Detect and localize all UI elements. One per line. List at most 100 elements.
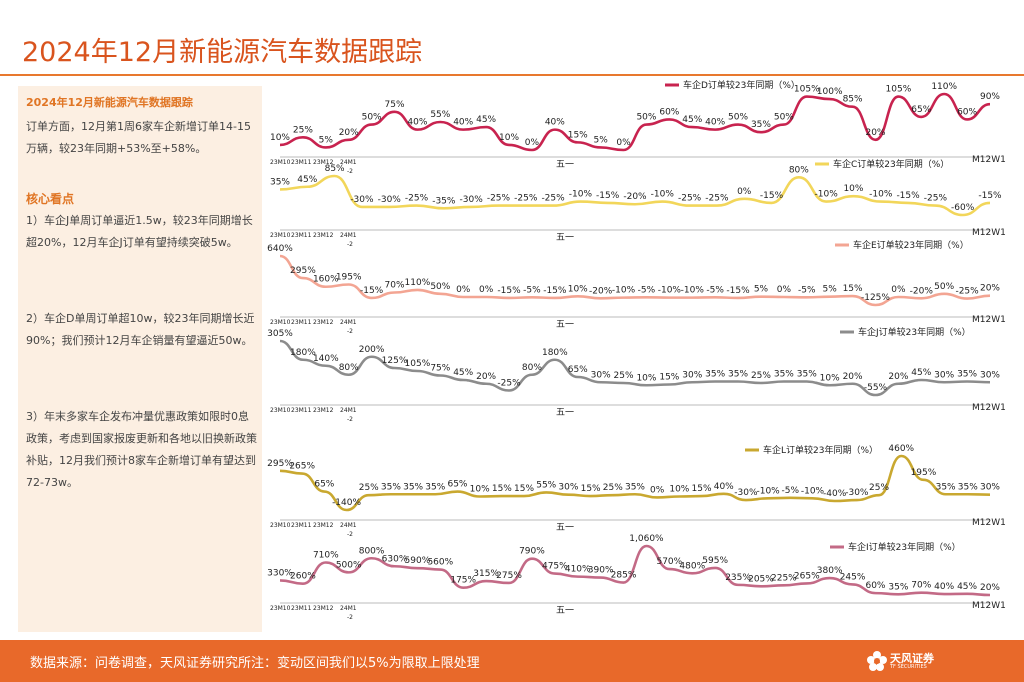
data-label: 205% — [748, 574, 774, 584]
x-tick-label: 23M11 — [291, 232, 312, 239]
data-label: 105% — [886, 85, 912, 95]
data-label: 80% — [789, 165, 809, 175]
data-label: 35% — [381, 482, 401, 492]
data-label: 75% — [430, 364, 450, 374]
data-label: 0% — [616, 138, 631, 148]
data-label: -10% — [651, 190, 675, 200]
data-label: -15% — [543, 286, 567, 296]
data-label: -25% — [705, 194, 729, 204]
x-tick-label: 24M1 — [340, 319, 357, 326]
data-label: 40% — [714, 482, 734, 492]
data-label: -30% — [460, 195, 484, 205]
key-point-1: 1）车企J单周订单逼近1.5w，较23年同期增长超20%，12月车企J订单有望持… — [26, 214, 253, 249]
data-label: 30% — [558, 483, 578, 493]
key-points-heading: 核心看点 — [26, 192, 75, 206]
data-label: 35% — [751, 120, 771, 130]
x-tick-label: 23M11 — [291, 605, 312, 612]
x-tick-label: 23M12 — [313, 522, 334, 529]
data-label: -40% — [823, 489, 847, 499]
x-tick-label: 23M12 — [313, 407, 334, 414]
data-label: -5% — [798, 285, 816, 295]
data-label: 45% — [682, 115, 702, 125]
chart-panel-5: 295%265%65%-140%25% 35% 35% 35% 65% 10% 15% 15%… — [267, 444, 1006, 538]
data-label: 35% — [957, 370, 977, 380]
data-label: 40% — [453, 118, 473, 128]
data-label: -10% — [815, 190, 839, 200]
data-label: 245% — [840, 572, 866, 582]
data-label: 640% — [267, 244, 293, 254]
data-label: -30% — [378, 195, 402, 205]
data-label: -30% — [845, 488, 869, 498]
data-label: -10% — [658, 286, 682, 296]
data-label: 25% — [603, 483, 623, 493]
data-label: 70% — [385, 281, 405, 291]
data-label: 0% — [525, 138, 540, 148]
data-label: 35% — [403, 482, 423, 492]
data-label: 35% — [425, 482, 445, 492]
series-line — [279, 454, 991, 512]
data-label: 50% — [636, 113, 656, 123]
data-label: 180% — [290, 348, 316, 358]
data-label: -60% — [951, 203, 975, 213]
page-title: 2024年12月新能源汽车数据跟踪 — [22, 37, 423, 68]
data-label: 35% — [936, 482, 956, 492]
data-label: -15% — [978, 191, 1002, 201]
data-label: 35% — [797, 370, 817, 380]
data-label: 295% — [290, 266, 316, 276]
charts-area: 10%25%5%20%50%75%40%55%40% 45%10%0%40%15%… — [267, 79, 1006, 621]
data-label: 265% — [289, 462, 315, 472]
data-label: 20% — [865, 128, 885, 138]
chart-panel-3: 640%295%160%195%-15%70% 110% 50% 0% 0% -15% -5… — [267, 239, 1006, 335]
data-label: -20% — [589, 286, 613, 296]
x-tick-label: M12W1 — [972, 518, 1006, 528]
data-label: -15% — [596, 191, 620, 201]
data-label: -30% — [734, 488, 758, 498]
data-label: 35% — [728, 370, 748, 380]
data-label: 15% — [568, 130, 588, 140]
data-label: 110% — [931, 82, 957, 92]
data-label: 50% — [362, 113, 382, 123]
data-label: 75% — [385, 100, 405, 110]
data-label: 15% — [843, 284, 863, 294]
data-label: -15% — [726, 286, 750, 296]
x-tick-label: 23M12 — [313, 232, 334, 239]
data-label: 630% — [382, 554, 408, 564]
data-label: -140% — [332, 498, 361, 508]
data-label: 20% — [888, 372, 908, 382]
data-label: 65% — [447, 480, 467, 490]
x-tick-label: 23M12 — [313, 159, 334, 166]
data-label: 15% — [581, 484, 601, 494]
data-label: -30% — [350, 195, 374, 205]
legend-label: 车企J订单较23年同期（%） — [858, 326, 971, 338]
data-label: 10% — [636, 373, 656, 383]
data-label: 260% — [290, 572, 316, 582]
data-label: 480% — [679, 561, 705, 571]
data-label: -5% — [638, 285, 656, 295]
x-tick-label: 五一 — [556, 523, 574, 533]
title-divider — [0, 74, 1024, 76]
data-label: 1,060% — [629, 534, 664, 544]
summary-heading: 2024年12月新能源汽车数据跟踪 — [26, 96, 193, 109]
x-tick-label: 五一 — [556, 408, 574, 418]
data-label: 110% — [405, 278, 431, 288]
data-label: 45% — [957, 582, 977, 592]
data-label: 710% — [313, 550, 339, 560]
data-label: 0% — [737, 187, 752, 197]
data-label: 590% — [405, 556, 431, 566]
data-label: 55% — [536, 480, 556, 490]
data-label: 200% — [359, 345, 385, 355]
x-tick-label: 23M10 — [270, 159, 291, 166]
data-label: 10% — [843, 184, 863, 194]
data-label: -10% — [756, 486, 780, 496]
data-label: 295% — [267, 459, 293, 469]
data-label: 65% — [314, 480, 334, 490]
footer-bar: 数据来源：问卷调查，天风证券研究所注：变动区间我们以5%为限取上限处理 天风证券… — [0, 640, 1024, 682]
x-tick-label: 23M10 — [270, 232, 291, 239]
x-tick-label: 23M11 — [291, 159, 312, 166]
data-label: 30% — [591, 370, 611, 380]
data-label: 800% — [359, 546, 385, 556]
data-label: 790% — [519, 547, 545, 557]
brand-logo: 天风证券 TF SECURITIES — [866, 650, 938, 674]
data-label: 90% — [980, 92, 1000, 102]
x-tick-label: 23M12 — [313, 605, 334, 612]
